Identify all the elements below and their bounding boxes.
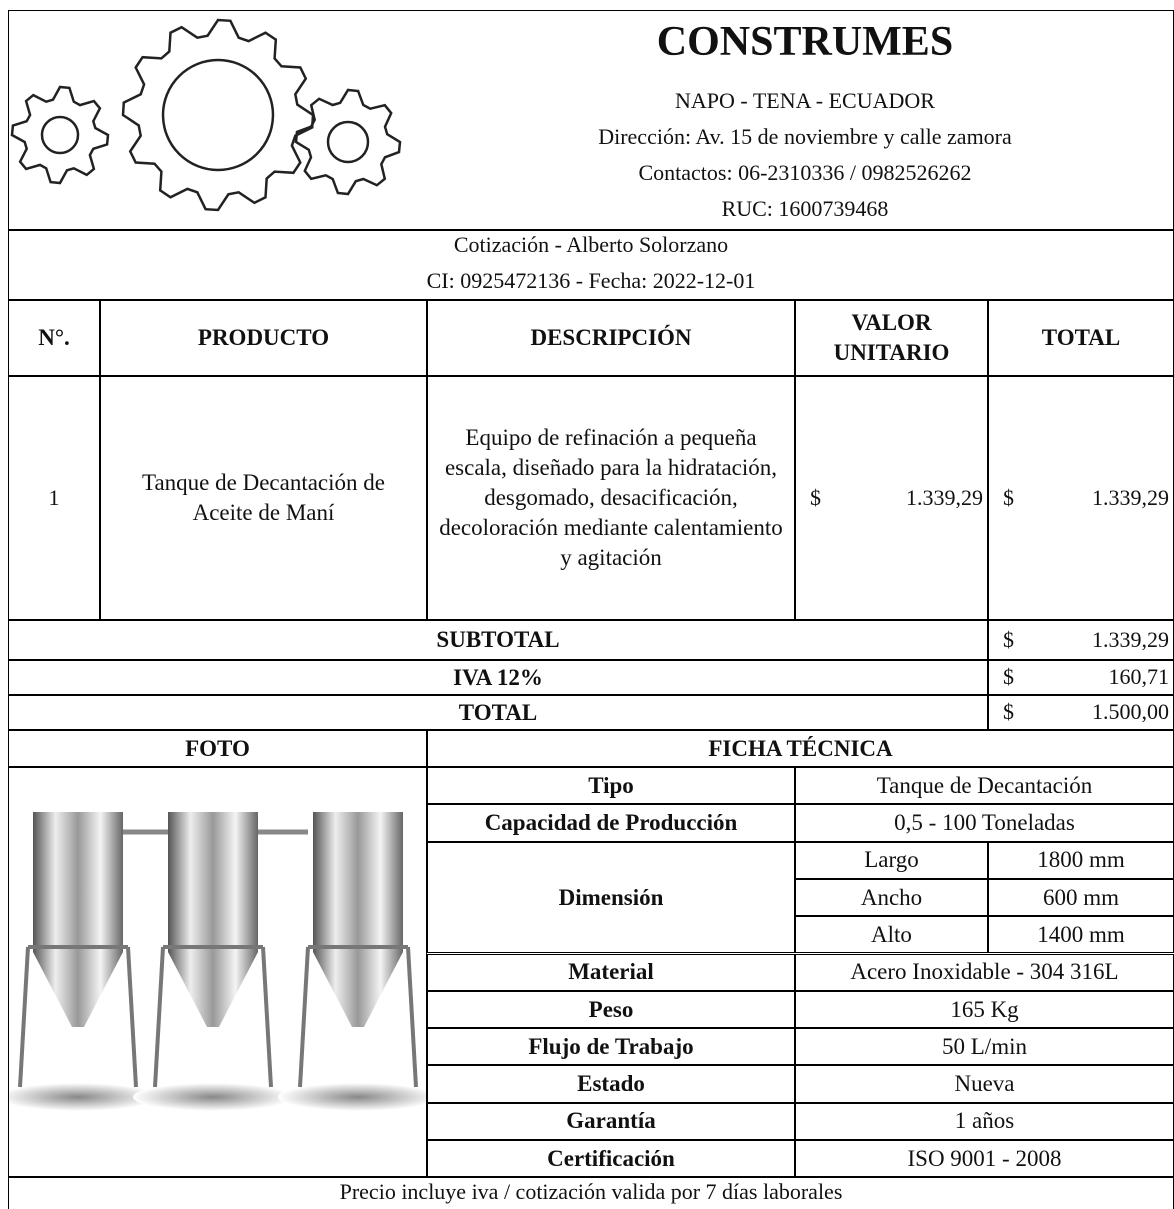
spec-value: 0,5 - 100 Toneladas: [795, 804, 1174, 842]
dimension-value: 600 mm: [988, 878, 1174, 917]
total-label: TOTAL: [8, 695, 988, 730]
tank-legs: [153, 945, 273, 1088]
currency: $: [1003, 664, 1014, 690]
gear: [121, 18, 315, 212]
currency: $: [1003, 699, 1014, 725]
amount: 1.500,00: [1092, 699, 1169, 725]
column-header: DESCRIPCIÓN: [427, 300, 795, 376]
currency: $: [810, 484, 821, 510]
spec-value: 165 Kg: [795, 990, 1174, 1029]
spec-value: Tanque de Decantación: [795, 767, 1174, 805]
tech-header: FICHA TÉCNICA: [427, 730, 1174, 767]
spec-value: Acero Inoxidable - 304 316L: [795, 953, 1174, 991]
amount: 1.339,29: [906, 484, 983, 510]
amount: 1.339,29: [1092, 626, 1169, 652]
currency: $: [1003, 626, 1014, 652]
column-header: TOTAL: [988, 300, 1174, 376]
gear-hub: [326, 120, 370, 164]
address: Dirección: Av. 15 de noviembre y calle z…: [598, 124, 1012, 149]
unit-price: $1.339,29: [795, 376, 988, 620]
gears-logo: [10, 18, 402, 212]
column-header: PRODUCTO: [100, 300, 427, 376]
description: Equipo de refinación a pequeña escala, d…: [427, 376, 795, 620]
spec-label: Dimensión: [427, 841, 795, 954]
photo-cell: [8, 767, 427, 1177]
ruc: RUC: 1600739468: [721, 196, 889, 221]
dimension-value: 1800 mm: [988, 841, 1174, 879]
spec-value: 50 L/min: [795, 1028, 1174, 1066]
column-header: VALOR UNITARIO: [795, 300, 988, 376]
spec-value: 1 años: [795, 1102, 1174, 1140]
quote-client: Cotización - Alberto Solorzano: [453, 232, 729, 257]
dimension-value: 1400 mm: [988, 916, 1174, 954]
spec-label: Capacidad de Producción: [427, 804, 795, 842]
tank-cone: [168, 952, 258, 1027]
spec-label: Tipo: [427, 767, 795, 805]
spec-label: Flujo de Trabajo: [427, 1028, 795, 1066]
dimension-name: Largo: [795, 841, 988, 879]
product: Tanque de Decantación de Aceite de Maní: [100, 376, 427, 620]
line-total: $1.339,29: [988, 376, 1174, 620]
contacts: Contactos: 06-2310336 / 0982526262: [638, 160, 972, 185]
tank-cone: [313, 952, 403, 1027]
tank-legs: [18, 945, 138, 1088]
shadow: [8, 1083, 158, 1111]
spec-label: Garantía: [427, 1102, 795, 1140]
amount: 1.339,29: [1092, 484, 1169, 510]
total-label: IVA 12%: [8, 660, 988, 695]
dimension-name: Alto: [795, 916, 988, 954]
total-label: SUBTOTAL: [8, 620, 988, 660]
total-amount: $1.339,29: [988, 620, 1174, 660]
spec-value: Nueva: [795, 1065, 1174, 1103]
tank-legs: [298, 945, 418, 1088]
row-number: 1: [8, 376, 100, 620]
spec-label: Estado: [427, 1065, 795, 1103]
gear-hub: [161, 58, 275, 172]
location: NAPO - TENA - ECUADOR: [675, 88, 935, 113]
spec-value: ISO 9001 - 2008: [795, 1140, 1174, 1178]
currency: $: [1003, 484, 1014, 510]
gear-hub: [40, 115, 80, 155]
company-name: CONSTRUMES: [656, 19, 954, 65]
product-photo: [8, 812, 427, 1111]
tank-cone: [33, 952, 123, 1027]
photo-header: FOTO: [8, 730, 427, 767]
spec-label: Certificación: [427, 1140, 795, 1178]
spec-label: Peso: [427, 990, 795, 1029]
gear: [294, 88, 402, 196]
footer: Precio incluye iva / cotización valida p…: [8, 1177, 1174, 1209]
dimension-name: Ancho: [795, 878, 988, 917]
tank-body: [313, 812, 403, 952]
tank-body: [33, 812, 123, 952]
total-amount: $160,71: [988, 660, 1174, 695]
gear: [10, 85, 110, 185]
amount: 160,71: [1108, 664, 1170, 690]
quote-details: CI: 0925472136 - Fecha: 2022-12-01: [426, 268, 756, 293]
total-amount: $1.500,00: [988, 695, 1174, 730]
spec-label: Material: [427, 953, 795, 991]
column-header: N°.: [8, 300, 100, 376]
shadow: [278, 1083, 427, 1111]
shadow: [133, 1083, 293, 1111]
tank-body: [168, 812, 258, 952]
